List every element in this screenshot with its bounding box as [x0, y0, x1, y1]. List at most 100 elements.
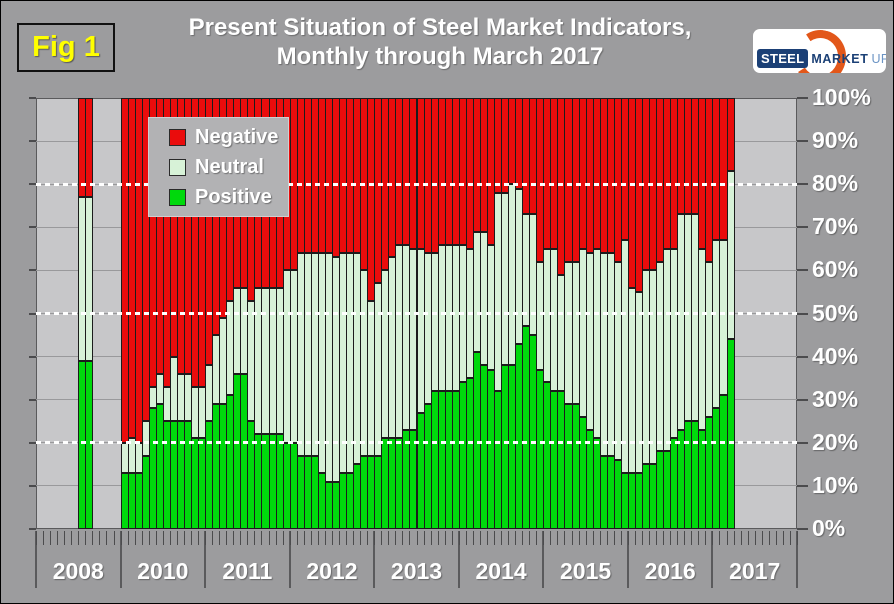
x-axis-month-tick	[219, 531, 221, 545]
x-axis-month-tick	[310, 531, 312, 545]
legend: Negative Neutral Positive	[148, 117, 289, 217]
x-axis-month-tick	[191, 531, 193, 545]
y-axis-label: 70%	[812, 213, 859, 240]
x-axis-month-tick	[92, 531, 94, 545]
x-axis-month-tick	[627, 531, 629, 545]
x-axis-month-tick	[99, 531, 101, 545]
y-axis-label: 50%	[812, 299, 859, 326]
y-axis-tick-left	[29, 355, 36, 358]
x-axis-month-tick	[261, 531, 263, 545]
x-axis-month-tick	[78, 531, 80, 545]
x-axis-month-tick	[409, 531, 411, 545]
legend-item-negative: Negative	[169, 126, 288, 149]
bar-segment-negative	[726, 98, 735, 172]
x-axis-month-tick	[176, 531, 178, 545]
x-axis-month-tick	[120, 531, 122, 545]
x-axis-month-tick	[458, 531, 460, 545]
x-axis-year-separator	[711, 531, 714, 588]
x-axis-month-tick	[268, 531, 270, 545]
x-axis-month-tick	[247, 531, 249, 545]
x-axis-month-tick	[522, 531, 524, 545]
x-axis-month-tick	[169, 531, 171, 545]
y-axis-tick-left	[29, 312, 36, 315]
x-axis-month-tick	[613, 531, 615, 545]
x-axis-month-tick	[205, 531, 207, 545]
x-axis-month-tick	[324, 531, 326, 545]
x-axis-month-tick	[712, 531, 714, 545]
bar-segment-neutral	[85, 197, 94, 361]
x-axis-month-tick	[198, 531, 200, 545]
logo-text: STEEL MARKET UPDATE	[757, 49, 886, 68]
y-axis-tick-left	[29, 183, 36, 186]
x-axis-year-separator	[542, 531, 545, 588]
x-axis-month-tick	[747, 531, 749, 545]
x-axis-month-tick	[677, 531, 679, 545]
x-axis-month-tick	[775, 531, 777, 545]
x-axis-month-tick	[789, 531, 791, 545]
bar-segment-positive	[726, 339, 735, 529]
x-axis-month-tick	[606, 531, 608, 545]
x-axis-year-separator	[35, 531, 37, 588]
y-axis-tick-left	[29, 398, 36, 401]
x-axis-month-tick	[240, 531, 242, 545]
neutral-swatch-icon	[169, 158, 186, 176]
x-axis-month-tick	[212, 531, 214, 545]
x-axis-month-tick	[346, 531, 348, 545]
x-axis-year-separator	[457, 531, 460, 588]
x-axis-month-tick	[684, 531, 686, 545]
logo-market-word: MARKET	[811, 51, 869, 66]
x-axis-month-tick	[141, 531, 143, 545]
legend-label-neutral: Neutral	[195, 155, 264, 178]
x-axis-month-tick	[663, 531, 665, 545]
y-axis-tick-left	[29, 484, 36, 487]
y-axis-tick-left	[29, 140, 36, 143]
y-axis-label: 80%	[812, 170, 859, 197]
dotted-line-80	[36, 182, 797, 186]
x-axis-month-tick	[726, 531, 728, 545]
x-axis-month-tick	[698, 531, 700, 545]
y-axis-tick	[797, 355, 808, 358]
x-axis-year-separator	[373, 531, 376, 588]
y-axis-tick	[797, 312, 808, 315]
y-axis-tick-left	[29, 226, 36, 229]
x-axis-year-separator	[626, 531, 629, 588]
x-axis-month-tick	[381, 531, 383, 545]
x-axis-month-tick	[472, 531, 474, 545]
logo-steel-badge: STEEL	[757, 49, 809, 68]
y-axis-tick-left	[29, 528, 36, 530]
y-axis-tick-left	[29, 441, 36, 444]
y-axis-tick	[797, 484, 808, 487]
x-axis-year-separator	[119, 531, 122, 588]
x-axis-month-tick	[148, 531, 150, 545]
x-axis-month-tick	[113, 531, 115, 545]
negative-swatch-icon	[169, 128, 186, 146]
x-axis-month-tick	[451, 531, 453, 545]
x-axis-month-tick	[338, 531, 340, 545]
x-axis-month-tick	[501, 531, 503, 545]
x-axis-year-label: 2017	[729, 558, 781, 584]
x-axis-month-tick	[508, 531, 510, 545]
x-axis-month-tick	[543, 531, 545, 545]
x-axis-month-tick	[705, 531, 707, 545]
y-axis-label: 40%	[812, 342, 859, 369]
x-axis-month-tick	[36, 531, 37, 545]
dotted-line-50	[36, 312, 797, 315]
x-axis-month-tick	[71, 531, 73, 545]
x-axis-month-tick	[275, 531, 277, 545]
x-axis-month-tick	[465, 531, 467, 545]
figure-label: Fig 1	[32, 31, 100, 63]
x-axis-year-label: 2015	[560, 558, 612, 584]
y-axis-label: 10%	[812, 471, 859, 498]
legend-label-positive: Positive	[195, 185, 272, 208]
x-axis-month-tick	[50, 531, 52, 545]
x-axis-month-tick	[331, 531, 333, 545]
logo-update-word: UPDATE	[871, 51, 886, 66]
x-axis-month-tick	[162, 531, 164, 545]
x-axis-month-tick	[571, 531, 573, 545]
x-axis-month-tick	[656, 531, 658, 545]
x-axis-month-tick	[423, 531, 425, 545]
x-axis-month-tick	[57, 531, 59, 545]
y-axis-label: 0%	[812, 515, 846, 541]
y-axis-label: 60%	[812, 256, 859, 283]
x-axis-month-tick	[670, 531, 672, 545]
